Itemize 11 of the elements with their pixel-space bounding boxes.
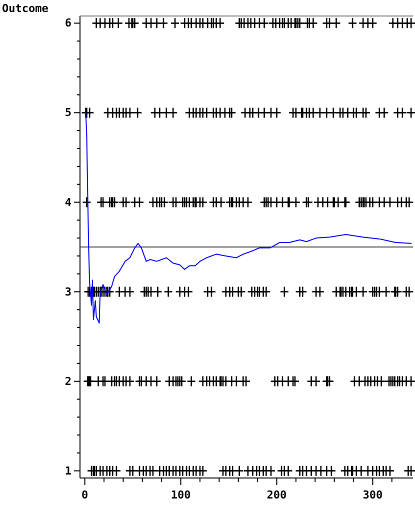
y-tick-label: 3 <box>64 285 72 298</box>
y-tick-label: 4 <box>64 196 72 209</box>
y-tick-label: 2 <box>64 374 72 388</box>
y-tick-label: 6 <box>64 16 72 30</box>
x-tick-label: 100 <box>170 488 191 502</box>
y-axis-title: Outcome <box>2 2 49 15</box>
x-tick-label: 200 <box>266 488 287 502</box>
y-tick-label: 1 <box>64 464 72 478</box>
y-tick-label: 5 <box>64 106 72 120</box>
x-tick-label: 0 <box>81 488 88 502</box>
x-tick-label: 300 <box>362 488 383 502</box>
